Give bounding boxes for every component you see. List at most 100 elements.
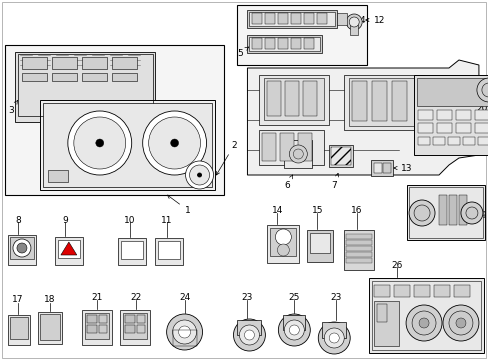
Text: 7: 7 [330,174,338,189]
Circle shape [197,173,201,177]
Bar [370,160,392,176]
Bar [18,54,152,116]
Text: 23: 23 [330,293,341,302]
Bar [137,325,144,333]
Text: 1: 1 [167,195,190,215]
Bar [259,75,328,125]
Bar [458,195,466,225]
Bar [99,325,106,333]
Text: 20: 20 [475,104,487,113]
Bar [368,278,483,353]
Bar [40,100,214,190]
Circle shape [17,243,27,253]
Bar [87,315,97,323]
Text: 18: 18 [44,296,56,305]
Bar [267,81,281,116]
Bar [438,195,446,225]
Bar [38,312,62,344]
Circle shape [346,14,362,30]
Circle shape [284,320,304,340]
Bar [252,38,262,49]
Bar [252,13,262,24]
Bar [43,103,211,187]
Text: 10: 10 [123,216,135,225]
Text: 8: 8 [15,216,21,225]
Circle shape [455,318,465,328]
Bar [448,195,456,225]
Circle shape [239,325,259,345]
Bar [433,285,449,297]
Bar [376,304,386,322]
Bar [383,163,390,173]
Text: 23: 23 [241,293,253,302]
Bar [432,137,444,145]
Bar [436,110,451,120]
Bar [413,75,488,155]
Polygon shape [247,60,478,175]
Bar [124,325,134,333]
Text: 2: 2 [216,140,237,175]
Bar [344,230,373,270]
Bar [249,12,335,26]
Bar [87,325,97,333]
Bar [265,38,275,49]
Circle shape [413,205,429,221]
Bar [328,145,352,167]
Bar [283,315,305,330]
Bar [52,73,77,81]
Bar [237,320,261,335]
Circle shape [411,311,435,335]
Circle shape [476,78,488,102]
Bar [306,230,332,262]
Circle shape [328,333,339,343]
Circle shape [481,83,488,97]
Bar [40,314,60,340]
Bar [99,315,106,323]
Bar [58,240,80,258]
Bar [265,13,275,24]
Bar [10,317,28,339]
Bar [304,38,314,49]
Bar [278,13,288,24]
Bar [55,237,82,265]
Bar [112,57,137,69]
Bar [278,38,288,49]
Bar [304,13,314,24]
Bar [237,5,366,65]
Bar [310,233,329,253]
Circle shape [293,149,303,159]
Text: 4: 4 [340,15,364,24]
Bar [373,301,398,346]
Circle shape [96,139,103,147]
Text: 22: 22 [130,293,141,302]
Circle shape [74,117,125,169]
Text: 13: 13 [393,163,412,172]
Text: 9: 9 [62,216,68,225]
Bar [52,57,77,69]
Bar [124,315,134,323]
Bar [291,13,301,24]
Circle shape [448,311,472,335]
Circle shape [275,229,291,245]
Bar [477,137,488,145]
Bar [346,258,371,263]
Bar [247,35,322,53]
Bar [284,140,312,168]
Bar [81,57,106,69]
Bar [15,52,154,122]
Bar [346,252,371,257]
Circle shape [418,318,428,328]
Text: 12: 12 [365,15,385,24]
Bar [154,238,182,265]
Circle shape [142,111,206,175]
Bar [373,163,381,173]
Bar [122,313,146,339]
Circle shape [178,326,190,338]
Bar [337,13,346,25]
Text: 16: 16 [351,206,362,215]
Bar [406,185,484,240]
Bar [344,75,423,130]
Text: 17: 17 [12,296,23,305]
Polygon shape [61,242,77,255]
Circle shape [233,319,265,351]
